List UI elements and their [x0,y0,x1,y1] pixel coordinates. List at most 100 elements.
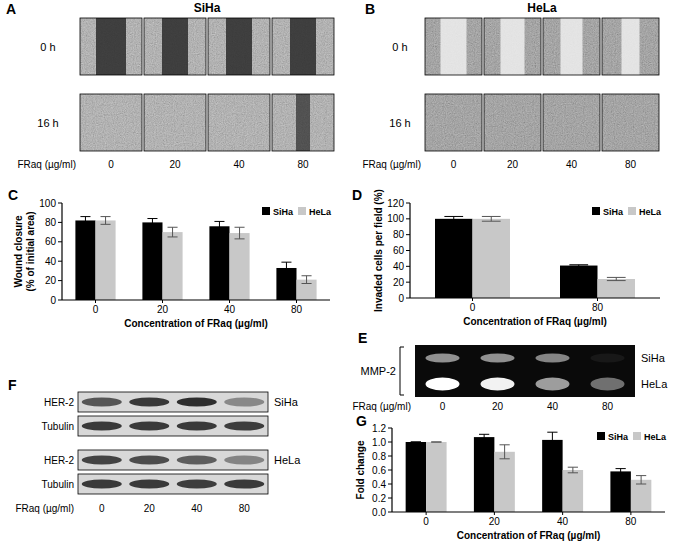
blot [78,450,268,470]
y-tick-label: 40 [393,261,405,272]
tile-bg [602,18,659,75]
gel [415,345,635,397]
bar [406,442,426,512]
x-tick-label: 80 [592,302,604,313]
tile-bg [602,94,659,151]
tile-frame [272,94,334,151]
x-tick-label: 40 [224,304,236,315]
gel-band [536,354,570,363]
blot [78,392,268,412]
micrograph [484,94,541,151]
bar [163,232,183,300]
tile-texture [602,94,659,151]
panel-letter: C [8,187,18,203]
error-bar [101,217,111,225]
bar [474,437,494,512]
error-bar [411,442,421,443]
tile-texture [208,18,270,75]
error-bar [568,467,578,473]
wound-gap [290,18,316,75]
x-tick [296,300,297,303]
error-bar [479,434,489,440]
error-bar [547,432,557,447]
row-label: HeLa [641,378,668,390]
panel-letter: D [352,187,362,203]
micrograph [602,18,659,75]
tile-frame [208,18,270,75]
blot [78,474,268,494]
micrograph [425,94,482,151]
panel-title: SiHa [194,1,221,15]
gel-band [591,354,625,363]
y-tick-label: 100 [387,213,404,224]
figure: ASiHa0 h16 hFRaq (µg/ml)0204080BHeLa0 h1… [0,0,686,548]
bar-chart: 0.00.20.40.60.81.01.20204080Concentratio… [355,423,667,542]
x-axis [392,511,665,512]
legend-swatch [633,432,641,440]
legend-label: SiHa [608,432,629,442]
tile-texture [543,94,600,151]
y-tick-label: 0.0 [372,507,386,518]
x-tick [494,512,495,515]
error-bar [80,217,90,225]
error-bar [281,262,291,274]
x-tick [630,512,631,515]
blot-label: HER-2 [44,397,74,408]
x-label: Concentration of FRaq (µg/ml) [463,316,607,327]
column-label: 20 [169,159,181,170]
column-label: 0 [99,503,105,514]
tile-bg [144,94,206,151]
column-label: 80 [625,159,637,170]
tile-bg [484,94,541,151]
y-tick-label: 0 [398,293,404,304]
tile-frame [425,94,482,151]
blot-band [177,398,217,407]
column-label: 80 [239,503,251,514]
wound-gap [561,18,583,75]
legend-swatch [597,432,605,440]
error-bar [607,277,626,280]
tile-texture [144,18,206,75]
bars [75,217,316,300]
column-label: 40 [547,401,559,412]
row-label: SiHa [641,352,666,364]
blot-band [177,456,217,465]
bar [435,219,473,298]
micrograph [144,18,206,75]
blot-band [82,422,122,431]
wound-gap [296,94,310,151]
bars [406,432,652,512]
micrograph [80,18,142,75]
x-tick-label: 0 [93,304,99,315]
wound-gap [226,18,252,75]
y-tick-label: 80 [393,229,405,240]
micrograph [80,94,142,151]
legend: SiHa HeLa [597,432,667,442]
tile-frame [543,18,600,75]
bar [426,442,446,512]
tile-frame [144,94,206,151]
y-tick-label: 0 [50,295,56,306]
error-bar [569,265,588,267]
tile-bg [80,94,142,151]
wound-gap [622,18,640,75]
y-tick-label: 0.6 [372,465,386,476]
error-bar [444,216,463,221]
y-label: (% of initial area) [25,211,36,291]
legend-swatch [298,207,306,215]
x-tick-label: 80 [625,516,637,527]
bar [598,279,636,298]
gel-band [536,378,570,391]
gel-band [426,354,460,363]
gel-band [481,378,515,391]
legend-label: HeLa [639,207,662,217]
x-tick [562,512,563,515]
legend: SiHaHeLa [262,207,332,217]
y-tick-label: 120 [387,198,404,209]
y-tick-label: 0.4 [372,479,386,490]
tile-bg [484,18,541,75]
tile-bg [208,94,270,151]
y-tick-label: 20 [393,277,405,288]
tile-bg [543,94,600,151]
legend-label: HeLa [644,432,667,442]
